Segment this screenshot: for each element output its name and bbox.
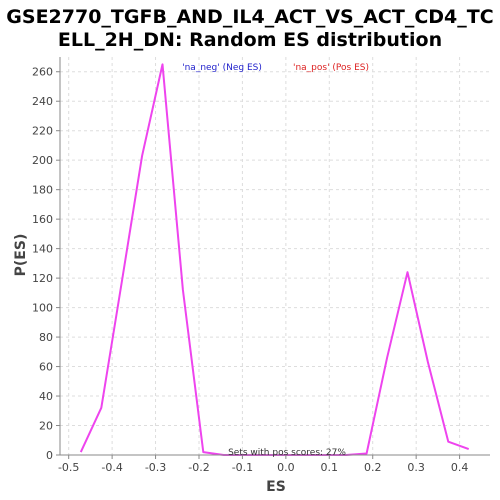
y-tick-label: 160	[32, 213, 53, 226]
x-tick-label: 0.4	[451, 461, 469, 474]
y-tick-label: 140	[32, 243, 53, 256]
y-tick-label: 60	[39, 361, 53, 374]
y-tick-label: 240	[32, 95, 53, 108]
y-tick-label: 0	[46, 449, 53, 462]
legend-entry-neg: 'na_neg' (Neg ES)	[182, 63, 262, 73]
x-tick-label: -0.5	[58, 461, 79, 474]
pos-scores-annotation: Sets with pos scores: 27%	[228, 448, 346, 458]
x-tick-label: 0.2	[364, 461, 382, 474]
axes	[59, 57, 490, 456]
chart-title-line-2: ELL_2H_DN: Random ES distribution	[58, 29, 442, 51]
x-tick-label: 0.1	[321, 461, 339, 474]
y-tick-label: 180	[32, 184, 53, 197]
x-axis-ticks: -0.5 -0.4 -0.3 -0.2 -0.1 0.0 0.1 0.2 0.3 0.4	[58, 455, 468, 474]
x-tick-label: -0.3	[145, 461, 166, 474]
plot-area	[60, 57, 490, 455]
y-tick-label: 80	[39, 331, 53, 344]
x-tick-label: -0.4	[101, 461, 122, 474]
y-tick-label: 40	[39, 390, 53, 403]
x-axis-label: ES	[266, 479, 286, 495]
y-tick-label: 220	[32, 125, 53, 138]
x-tick-label: -0.2	[188, 461, 209, 474]
x-tick-label: -0.1	[232, 461, 253, 474]
x-tick-label: 0.0	[277, 461, 295, 474]
chart-title-line-1: GSE2770_TGFB_AND_IL4_ACT_VS_ACT_CD4_TC	[6, 6, 493, 28]
y-axis-ticks: 0 20 40 60 80 100 120 140 160 180 200 220 240 260	[32, 66, 60, 462]
x-tick-label: 0.3	[407, 461, 425, 474]
y-tick-label: 100	[32, 302, 53, 315]
y-tick-label: 120	[32, 272, 53, 285]
legend-entry-pos: 'na_pos' (Pos ES)	[293, 63, 369, 73]
y-tick-label: 260	[32, 66, 53, 79]
y-tick-label: 200	[32, 154, 53, 167]
y-tick-label: 20	[39, 420, 53, 433]
grid-lines	[60, 57, 490, 456]
y-axis-label: P(ES)	[13, 234, 29, 277]
